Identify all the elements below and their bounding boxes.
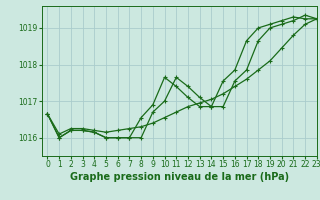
- X-axis label: Graphe pression niveau de la mer (hPa): Graphe pression niveau de la mer (hPa): [70, 172, 289, 182]
